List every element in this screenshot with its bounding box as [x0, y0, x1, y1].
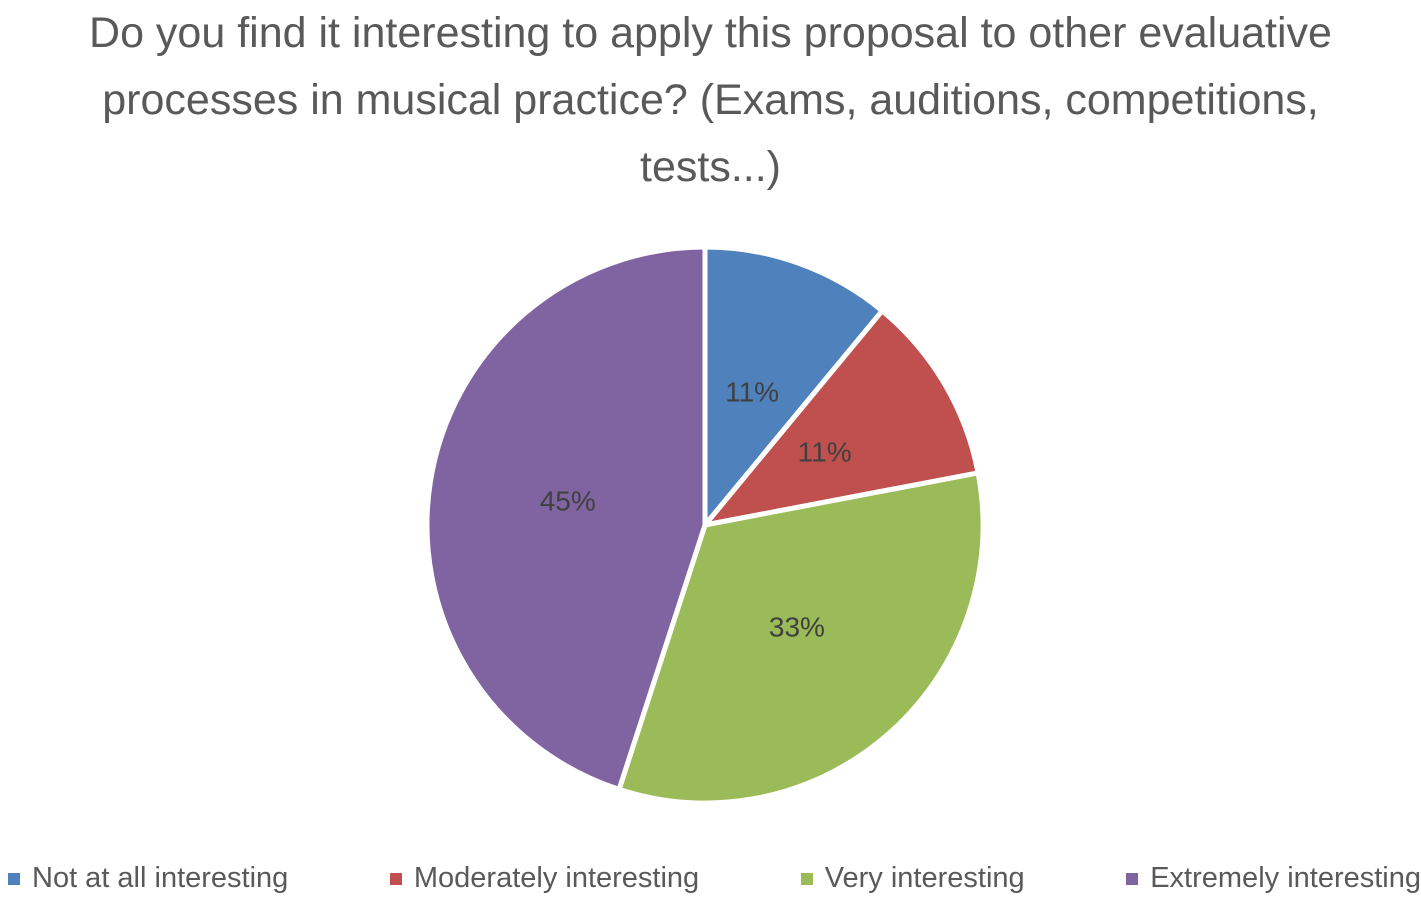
pie-slice — [702, 308, 981, 528]
legend-item: Not at all interesting — [0, 862, 288, 895]
pie-slice — [616, 470, 986, 806]
legend-swatch — [800, 872, 813, 885]
chart-title: Do you find it interesting to apply this… — [89, 9, 1332, 191]
legend-swatch — [1126, 872, 1139, 885]
legend-label: Very interesting — [824, 862, 1025, 894]
legend-swatch — [8, 872, 20, 885]
legend-item: Very interesting — [793, 862, 1025, 895]
data-label: 33% — [769, 612, 825, 643]
legend-item: Extremely interesting — [1118, 862, 1421, 895]
pie-slice — [424, 244, 708, 792]
legend-label: Extremely interesting — [1150, 862, 1421, 894]
legend-label: Not at all interesting — [32, 862, 289, 894]
legend-swatch — [389, 872, 402, 885]
data-label: 45% — [540, 486, 596, 517]
data-label: 11% — [725, 377, 779, 408]
legend-item: Moderately interesting — [382, 862, 699, 895]
legend: Not at all interesting Moderately interes… — [0, 862, 1421, 895]
pie-slice — [702, 244, 885, 528]
data-label: 11% — [798, 437, 852, 468]
legend-label: Moderately interesting — [413, 862, 700, 894]
